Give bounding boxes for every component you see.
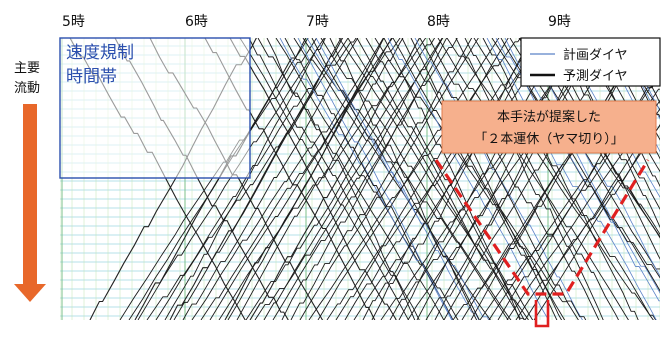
hour-label-6: 6時 bbox=[185, 14, 208, 30]
flow-label-line1: 主要 bbox=[14, 61, 40, 76]
legend-predicted-label: 予測ダイヤ bbox=[563, 69, 628, 84]
speed-restriction-box: 速度規制 時間帯 bbox=[59, 37, 251, 179]
legend: 計画ダイヤ 予測ダイヤ bbox=[520, 37, 661, 87]
hour-label-8: 8時 bbox=[427, 14, 450, 30]
down-arrow-icon bbox=[14, 104, 46, 302]
speed-box-line2: 時間帯 bbox=[66, 67, 117, 87]
callout-box: 本手法が提案した 「２本運休（ヤマ切り）」 bbox=[441, 100, 657, 154]
callout-line1: 本手法が提案した bbox=[497, 109, 601, 125]
hour-label-5: 5時 bbox=[62, 14, 85, 30]
hour-label-9: 9時 bbox=[548, 14, 571, 30]
callout-line2: 「２本運休（ヤマ切り）」 bbox=[474, 132, 624, 147]
flow-label-line2: 流動 bbox=[14, 81, 40, 96]
main-flow-indicator: 主要 流動 bbox=[14, 61, 46, 302]
train-lines bbox=[69, 38, 660, 320]
speed-box-line1: 速度規制 bbox=[66, 43, 134, 63]
hour-label-7: 7時 bbox=[306, 14, 329, 30]
hour-axis: 5時 6時 7時 8時 9時 bbox=[62, 14, 571, 30]
legend-planned-label: 計画ダイヤ bbox=[563, 47, 628, 63]
suspension-v-marker bbox=[434, 159, 650, 328]
